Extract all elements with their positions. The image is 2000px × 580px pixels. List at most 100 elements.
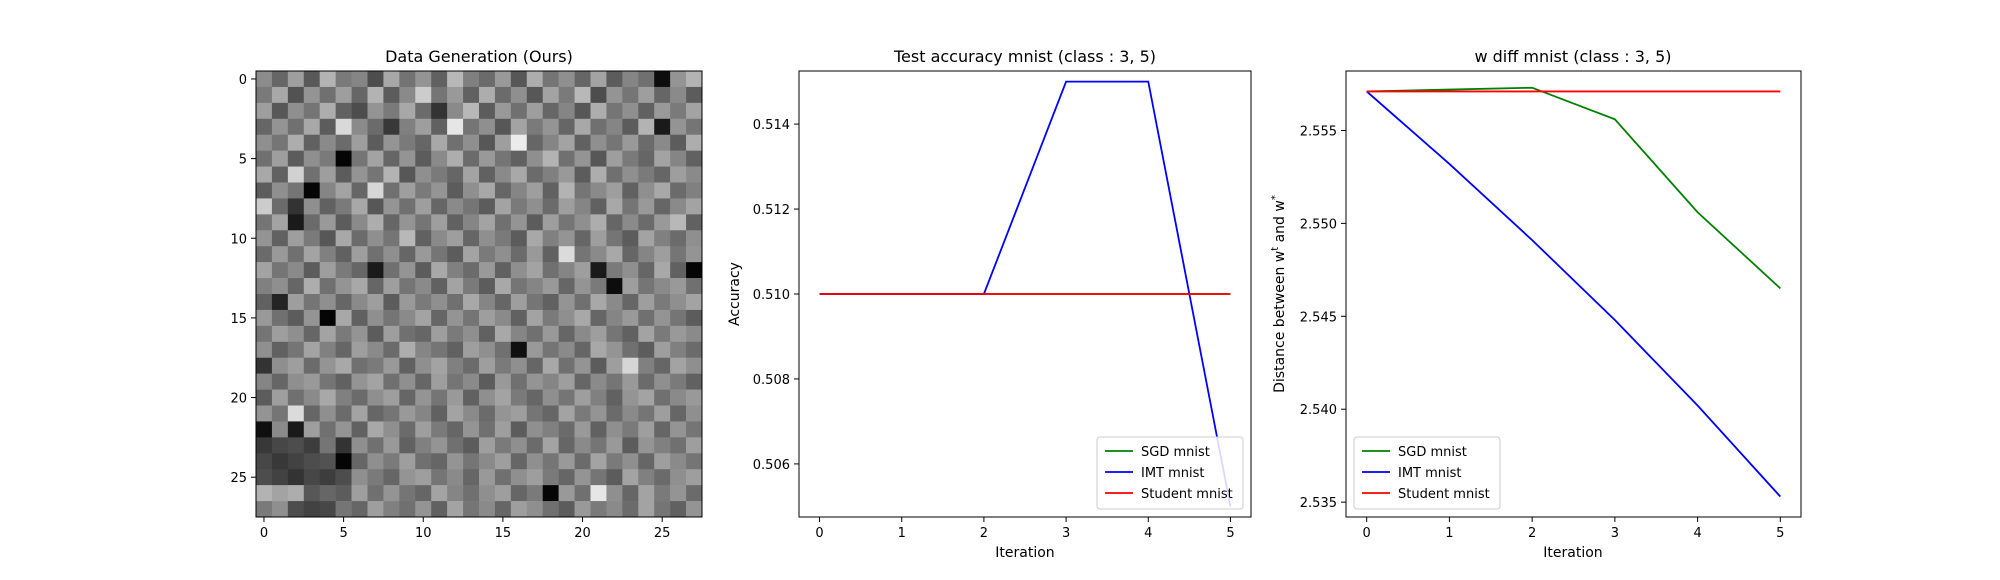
heatmap-cell (526, 246, 544, 263)
heatmap-cell (606, 357, 623, 374)
heatmap-cell (622, 198, 639, 215)
heatmap-cell (479, 453, 496, 470)
heatmap-cell (686, 134, 703, 151)
heatmap-cell (319, 309, 336, 327)
heatmap-cell (479, 262, 496, 279)
heatmap-cell (383, 469, 400, 486)
heatmap-cell (479, 421, 496, 438)
heatmap-cell (463, 246, 480, 263)
heatmap-cell (606, 198, 623, 215)
heatmap-cell (686, 230, 703, 247)
heatmap-cell (542, 373, 559, 390)
heatmap-cell (558, 421, 575, 438)
legend-entry: IMT mnist (1141, 466, 1205, 481)
heatmap-cell (558, 262, 575, 279)
xtick-label: 4 (1693, 526, 1701, 541)
heatmap-cell (510, 501, 528, 518)
heatmap-cell (303, 469, 321, 486)
heatmap-cell (606, 341, 623, 359)
heatmap-cell (590, 421, 607, 438)
ytick-label: 2.545 (1300, 310, 1337, 325)
heatmap-cell (447, 102, 464, 120)
heatmap-cell (335, 485, 352, 502)
heatmap-cell (510, 150, 528, 167)
heatmap-cell (256, 118, 273, 136)
heatmap-cell (431, 150, 448, 167)
heatmap-cell (670, 485, 687, 502)
heatmap-cell (622, 230, 639, 247)
heatmap-cell (542, 102, 559, 120)
heatmap-cell (415, 182, 432, 199)
heatmap-cell (590, 437, 607, 454)
heatmap-cell (542, 341, 559, 359)
heatmap-cell (510, 230, 528, 247)
heatmap-cell (542, 71, 559, 88)
heatmap-cell (622, 294, 639, 311)
accuracy-title: Test accuracy mnist (class : 3, 5) (893, 47, 1156, 66)
heatmap-cell (367, 198, 384, 215)
heatmap-cell (494, 341, 512, 359)
heatmap-cell (622, 214, 639, 231)
heatmap-ytick-label: 15 (230, 312, 247, 327)
heatmap-cell (494, 389, 512, 406)
heatmap-cell (638, 341, 655, 359)
heatmap-cell (494, 469, 512, 486)
heatmap-cell (590, 325, 607, 343)
heatmap-cell (542, 134, 559, 151)
heatmap-cell (542, 294, 559, 311)
heatmap-cell (447, 262, 464, 279)
heatmap-cell (670, 325, 687, 343)
heatmap-cell (287, 150, 305, 167)
heatmap-cell (590, 166, 607, 183)
heatmap-cell (463, 118, 480, 136)
heatmap-cell (431, 373, 448, 390)
heatmap-cell (686, 198, 703, 215)
heatmap-cell (351, 230, 368, 247)
heatmap-cell (590, 246, 607, 263)
heatmap-cell (494, 501, 512, 518)
heatmap-cell (399, 214, 416, 231)
heatmap-cell (383, 278, 400, 295)
heatmap-cell (510, 262, 528, 279)
heatmap-cell (574, 309, 591, 327)
heatmap-cell (287, 437, 305, 454)
heatmap-cell (686, 294, 703, 311)
heatmap-cell (367, 294, 384, 311)
heatmap-cell (638, 453, 655, 470)
heatmap-cell (479, 134, 496, 151)
heatmap-cell (367, 262, 384, 279)
heatmap-cell (510, 246, 528, 263)
heatmap-cell (335, 278, 352, 295)
heatmap-cell (670, 150, 687, 167)
heatmap-cell (606, 469, 623, 486)
heatmap-cell (638, 389, 655, 406)
heatmap-cell (383, 437, 400, 454)
heatmap-cell (590, 118, 607, 136)
heatmap-cell (526, 437, 544, 454)
heatmap-cell (510, 437, 528, 454)
heatmap-cell (335, 150, 352, 167)
heatmap-cell (271, 198, 289, 215)
heatmap-cell (271, 309, 289, 327)
heatmap-cell (542, 389, 559, 406)
heatmap-cell (383, 341, 400, 359)
heatmap-cell (638, 150, 655, 167)
heatmap-cell (351, 214, 368, 231)
heatmap-cell (574, 294, 591, 311)
heatmap-cell (670, 294, 687, 311)
heatmap-xtick-label: 0 (260, 526, 268, 541)
heatmap-cell (463, 309, 480, 327)
heatmap-cell (638, 246, 655, 263)
heatmap-cell (319, 134, 336, 151)
heatmap-cell (606, 86, 623, 104)
heatmap-cell (319, 453, 336, 470)
heatmap-cell (654, 357, 671, 374)
heatmap-cell (319, 246, 336, 263)
heatmap-cell (271, 134, 289, 151)
series-line-imt-mnist (1366, 90, 1781, 498)
heatmap-cell (686, 469, 703, 486)
heatmap-cell (479, 469, 496, 486)
heatmap-cell (319, 325, 336, 343)
heatmap-cell (558, 501, 575, 518)
